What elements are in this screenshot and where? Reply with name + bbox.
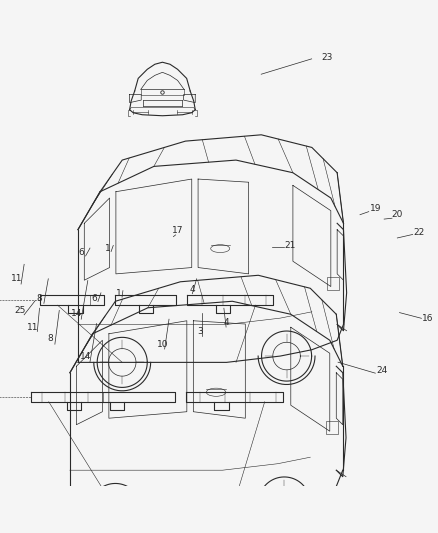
Text: 25: 25 <box>14 306 25 315</box>
Text: 8: 8 <box>36 294 42 303</box>
Text: 24: 24 <box>375 367 387 375</box>
Text: 1: 1 <box>115 289 121 298</box>
Text: 3: 3 <box>196 327 202 336</box>
Text: 20: 20 <box>391 210 402 219</box>
Bar <box>325 422 337 434</box>
Text: 23: 23 <box>321 53 332 62</box>
Text: 4: 4 <box>189 285 194 294</box>
Text: 6: 6 <box>78 248 84 257</box>
Text: 6: 6 <box>91 294 97 303</box>
Text: 4: 4 <box>223 318 228 327</box>
Text: 8: 8 <box>47 334 53 343</box>
Text: 11: 11 <box>11 274 22 284</box>
Bar <box>326 277 338 289</box>
Text: 16: 16 <box>421 314 433 323</box>
Text: 11: 11 <box>27 322 39 332</box>
Text: 14: 14 <box>80 352 91 361</box>
Text: 10: 10 <box>156 340 168 349</box>
Text: 1: 1 <box>104 244 110 253</box>
Text: 22: 22 <box>413 228 424 237</box>
Text: 14: 14 <box>71 310 82 318</box>
Text: 19: 19 <box>369 204 380 213</box>
Text: 21: 21 <box>283 241 295 250</box>
Text: 17: 17 <box>172 226 183 235</box>
